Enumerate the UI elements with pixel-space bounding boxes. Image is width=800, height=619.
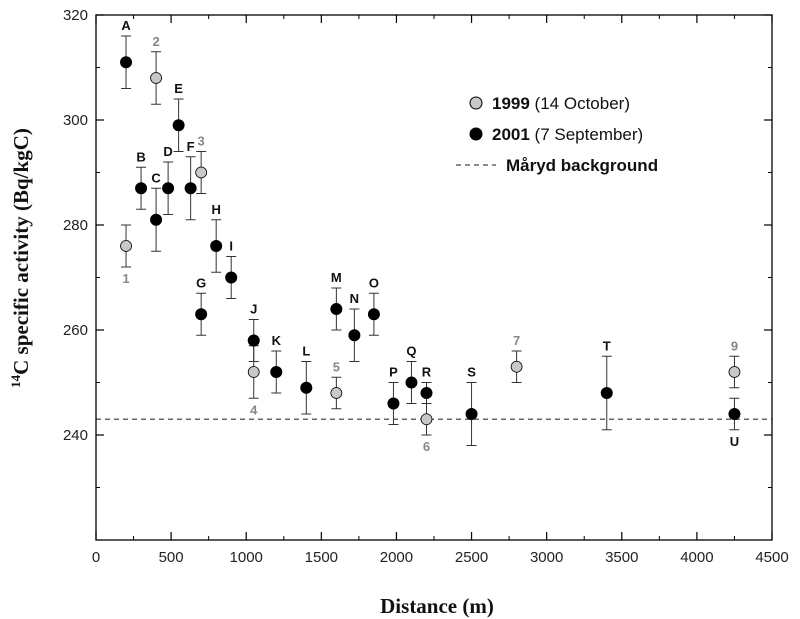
data-point-2001 bbox=[330, 303, 343, 315]
site-number-label: 4 bbox=[250, 402, 258, 417]
data-point-2001 bbox=[247, 334, 260, 347]
site-letter-label: D bbox=[163, 144, 172, 159]
data-point-2001 bbox=[465, 408, 478, 420]
site-letter-label: G bbox=[196, 275, 206, 290]
data-point-2001 bbox=[172, 119, 185, 132]
legend-marker-1999 bbox=[469, 96, 483, 110]
data-point-2001 bbox=[210, 240, 223, 252]
x-tick-label: 2000 bbox=[380, 549, 413, 566]
data-point-1999 bbox=[728, 366, 741, 378]
data-point-2001 bbox=[184, 182, 197, 195]
data-point-2001 bbox=[150, 213, 163, 226]
data-point-2001 bbox=[728, 408, 741, 420]
site-letter-label: E bbox=[174, 81, 183, 96]
site-letter-label: C bbox=[151, 170, 161, 185]
y-axis-title-superscript: 14 bbox=[8, 374, 23, 388]
y-tick-label: 320 bbox=[63, 7, 88, 24]
y-tick-label: 260 bbox=[63, 322, 88, 339]
site-number-label: 6 bbox=[423, 439, 430, 454]
site-letter-label: I bbox=[229, 239, 233, 254]
data-point-2001 bbox=[195, 308, 208, 321]
y-tick-label: 280 bbox=[63, 217, 88, 234]
data-point-1999 bbox=[247, 366, 260, 378]
data-point-2001 bbox=[300, 381, 313, 394]
data-point-2001 bbox=[348, 329, 361, 342]
site-letter-label: L bbox=[302, 344, 310, 359]
y-tick-label: 300 bbox=[63, 112, 88, 129]
site-letter-label: J bbox=[250, 302, 257, 317]
x-tick-label: 1000 bbox=[230, 549, 263, 566]
x-tick-label: 3500 bbox=[605, 549, 638, 566]
x-tick-label: 3000 bbox=[530, 549, 563, 566]
data-point-2001 bbox=[270, 366, 283, 378]
data-point-1999 bbox=[150, 72, 162, 84]
site-letter-label: H bbox=[211, 202, 220, 217]
legend-marker-2001 bbox=[469, 127, 483, 141]
site-letter-label: R bbox=[422, 365, 432, 380]
site-number-label: 1 bbox=[122, 271, 129, 286]
x-tick-label: 0 bbox=[92, 549, 100, 566]
site-number-label: 9 bbox=[731, 338, 738, 353]
site-letter-label: Q bbox=[406, 344, 416, 359]
legend-label-1999: 1999 (14 October) bbox=[492, 94, 630, 113]
site-letter-label: P bbox=[389, 365, 398, 380]
site-letter-label: N bbox=[350, 291, 359, 306]
data-point-2001 bbox=[405, 376, 418, 389]
site-number-label: 2 bbox=[152, 34, 159, 49]
site-number-label: 7 bbox=[513, 333, 520, 348]
site-letter-label: K bbox=[272, 333, 282, 348]
x-tick-label: 4500 bbox=[755, 549, 788, 566]
y-axis-title-main: C specific activity (Bq/kgC) bbox=[9, 128, 33, 375]
legend-label-2001: 2001 (7 September) bbox=[492, 125, 643, 144]
legend-label-background: Måryd background bbox=[506, 156, 658, 175]
data-point-1999 bbox=[120, 240, 132, 252]
site-letter-label: U bbox=[730, 434, 739, 449]
site-letter-label: S bbox=[467, 365, 476, 380]
site-letter-label: F bbox=[187, 139, 195, 154]
site-letter-label: M bbox=[331, 270, 342, 285]
data-point-2001 bbox=[135, 182, 148, 195]
data-point-2001 bbox=[162, 182, 175, 195]
site-letter-label: O bbox=[369, 275, 379, 290]
site-number-label: 5 bbox=[333, 359, 340, 374]
data-point-2001 bbox=[367, 308, 380, 321]
x-tick-label: 1500 bbox=[305, 549, 338, 566]
data-point-2001 bbox=[600, 387, 613, 399]
data-point-2001 bbox=[420, 387, 433, 399]
x-axis-title: Distance (m) bbox=[380, 594, 494, 618]
data-point-1999 bbox=[195, 166, 208, 179]
site-letter-label: T bbox=[603, 338, 611, 353]
site-letter-label: B bbox=[136, 149, 145, 164]
data-point-2001 bbox=[120, 56, 133, 69]
data-point-1999 bbox=[510, 360, 523, 373]
data-point-2001 bbox=[225, 271, 238, 284]
site-letter-label: A bbox=[121, 18, 131, 33]
y-tick-label: 240 bbox=[63, 427, 88, 444]
site-number-label: 3 bbox=[198, 134, 205, 149]
data-point-1999 bbox=[420, 413, 433, 426]
y-axis-title: 14C specific activity (Bq/kgC) bbox=[8, 128, 33, 388]
data-point-1999 bbox=[330, 387, 343, 399]
data-point-2001 bbox=[387, 397, 400, 410]
legend: 1999 (14 October) 2001 (7 September) Mår… bbox=[456, 94, 658, 175]
x-tick-label: 500 bbox=[159, 549, 184, 566]
x-tick-label: 2500 bbox=[455, 549, 488, 566]
x-tick-label: 4000 bbox=[680, 549, 713, 566]
